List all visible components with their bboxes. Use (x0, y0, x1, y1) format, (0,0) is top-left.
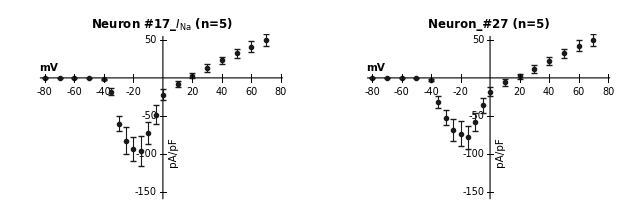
Text: -80: -80 (37, 87, 53, 97)
Text: 80: 80 (275, 87, 287, 97)
Text: 40: 40 (543, 87, 555, 97)
Text: -150: -150 (135, 187, 157, 197)
Text: 50: 50 (144, 35, 157, 45)
Text: -80: -80 (364, 87, 380, 97)
Text: pA/pF: pA/pF (168, 138, 178, 167)
Text: 40: 40 (216, 87, 228, 97)
Text: mV: mV (366, 63, 385, 73)
Text: mV: mV (39, 63, 58, 73)
Text: 20: 20 (186, 87, 199, 97)
Text: 50: 50 (472, 35, 484, 45)
Title: Neuron_#27 (n=5): Neuron_#27 (n=5) (428, 18, 549, 31)
Text: -50: -50 (468, 111, 484, 121)
Text: -40: -40 (96, 87, 112, 97)
Text: -60: -60 (394, 87, 409, 97)
Text: -100: -100 (135, 149, 157, 159)
Text: -50: -50 (141, 111, 157, 121)
Title: Neuron #17_$I_{\rm Na}$ (n=5): Neuron #17_$I_{\rm Na}$ (n=5) (91, 16, 232, 33)
Text: -20: -20 (452, 87, 469, 97)
Text: -40: -40 (423, 87, 439, 97)
Text: 60: 60 (245, 87, 258, 97)
Text: -20: -20 (126, 87, 141, 97)
Text: 60: 60 (572, 87, 585, 97)
Text: -100: -100 (462, 149, 484, 159)
Text: -60: -60 (66, 87, 82, 97)
Text: 20: 20 (513, 87, 526, 97)
Text: 80: 80 (602, 87, 614, 97)
Text: -150: -150 (462, 187, 484, 197)
Text: pA/pF: pA/pF (495, 138, 505, 167)
